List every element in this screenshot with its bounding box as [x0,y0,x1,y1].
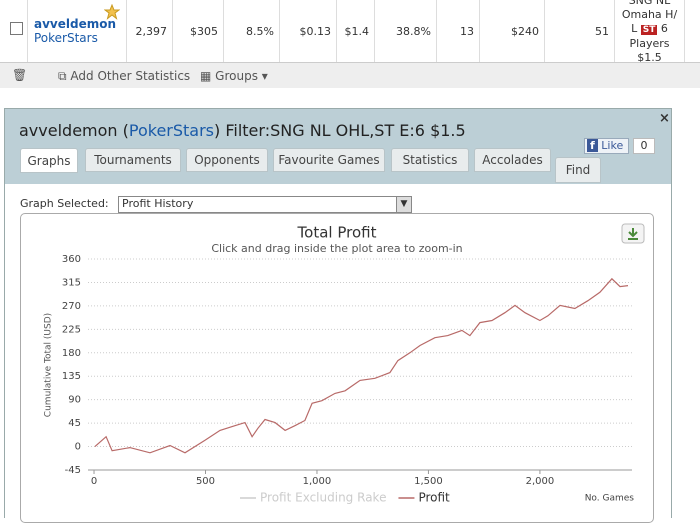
site-link[interactable]: PokerStars [34,31,98,45]
add-stats-text: Add Other Statistics [70,69,191,83]
stat-cell: $305 [173,0,224,62]
x-tick-label: 2,000 [526,476,555,487]
toolbar: 🗑 ⧉ Add Other Statistics ▦ Groups ▾ [0,62,700,88]
tab[interactable]: Tournaments [85,148,181,172]
y-tick-label: 90 [68,395,81,406]
graph-select[interactable]: Profit History ▼ [118,196,412,213]
y-tick-label: 315 [62,277,81,288]
game-text: Omaha H/ [621,8,678,21]
tab[interactable]: Opponents [186,148,268,172]
tab[interactable]: Accolades [474,148,551,172]
game-line: L ST 6 [631,22,668,37]
like-count: 0 [633,138,655,154]
stat-cell: 8.5% [224,0,280,62]
y-axis-title: Cumulative Total (USD) [44,313,54,417]
x-tick-label: 500 [196,476,215,487]
x-tick-label: 1,000 [303,476,332,487]
player-cell: avveldemon PokerStars [28,0,127,62]
close-button[interactable]: × [659,111,670,126]
cell [0,0,28,62]
download-icon [628,228,638,240]
like-button[interactable]: f Like [584,138,629,154]
legend-label[interactable]: Profit Excluding Rake [260,491,386,505]
x-tick-label: 0 [91,476,97,487]
stat-cell: 13 [437,0,480,62]
graph-option: Profit History [122,197,194,210]
title-part: avveldemon ( [19,121,129,140]
title-site[interactable]: PokerStars [128,121,215,140]
tab[interactable]: Favourite Games [273,148,385,172]
groups-text: Groups [215,69,258,83]
game-text: $1.5 [637,51,662,64]
title-part: ) Filter:SNG NL OHL,ST E:6 $1.5 [214,121,466,140]
chart-title: Total Profit [297,224,377,242]
y-tick-label: -45 [65,465,81,476]
y-tick-label: 0 [75,442,81,453]
y-tick-label: 270 [62,301,81,312]
trash-icon[interactable]: 🗑 [12,68,28,82]
panel-title: avveldemon (PokerStars) Filter:SNG NL OH… [19,121,466,140]
stat-cell: $240 [480,0,545,62]
graph-label: Graph Selected: [20,197,109,210]
tab[interactable]: Statistics [391,148,469,172]
stats-table: avveldemon PokerStars 2,397 $305 8.5% $0.13… [0,0,700,88]
y-tick-label: 135 [62,371,81,382]
star-icon[interactable] [104,4,120,20]
game-badge: ST [640,25,658,35]
game-text: 6 [660,22,668,35]
y-tick-label: 360 [62,254,81,265]
chart-subtitle: Click and drag inside the plot area to z… [211,242,462,255]
legend-label[interactable]: Profit [418,491,450,505]
game-cell: SNG NL Omaha H/ L ST 6 Players $1.5 [615,0,685,64]
y-tick-label: 225 [62,324,81,335]
game-text: Players [629,37,670,50]
tab[interactable]: Find [555,157,601,183]
stat-cell: $0.13 [280,0,337,62]
x-tick-label: 1,500 [414,476,443,487]
y-tick-label: 180 [62,348,81,359]
stat-cell: 2,397 [127,0,173,62]
add-stats[interactable]: ⧉ Add Other Statistics [58,69,191,83]
groups[interactable]: ▦ Groups ▾ [200,69,268,83]
player-link[interactable]: avveldemon [34,17,117,31]
stat-cell: 51 [545,0,615,62]
like-text: Like [601,139,624,152]
game-text: SNG NL [628,0,671,7]
checkbox[interactable] [10,22,23,35]
profit-line [94,277,629,454]
stat-cell: 38.8% [375,0,437,62]
x-axis-title: No. Games [585,494,635,504]
y-tick-label: 45 [68,418,81,429]
stat-cell: $1.4 [337,0,375,62]
tab[interactable]: Graphs [20,148,78,173]
game-text: L [631,22,638,35]
